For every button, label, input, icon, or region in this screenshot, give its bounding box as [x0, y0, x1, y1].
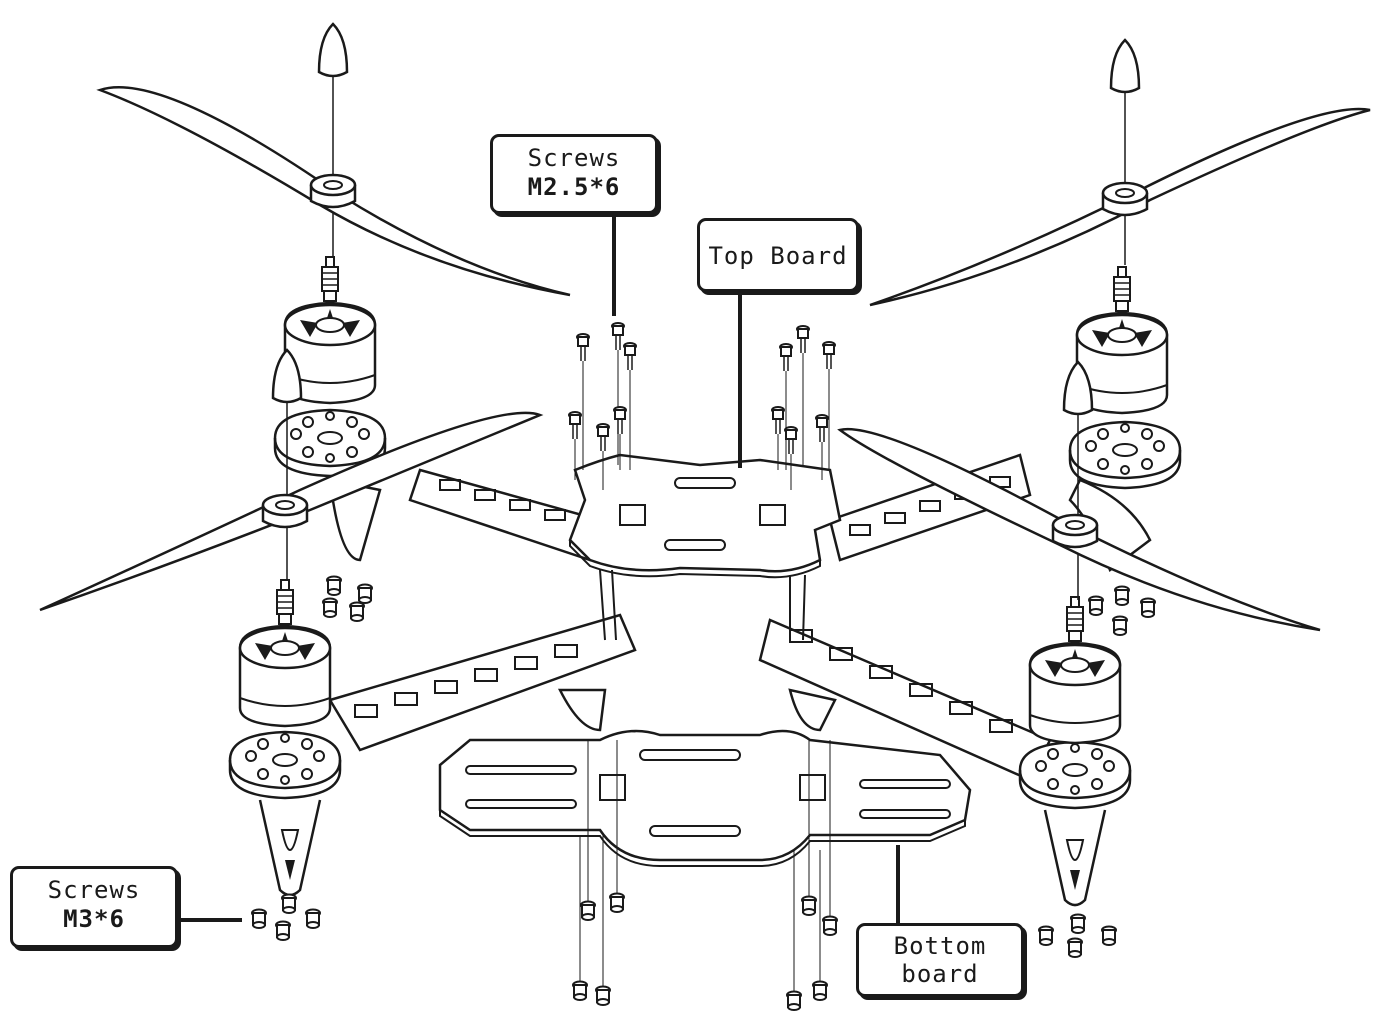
callout-screws-m2-5-title: Screws [527, 144, 621, 172]
propeller-back-left [96, 86, 571, 297]
top-board [568, 453, 842, 641]
motor-assembly-front-left [39, 348, 544, 897]
callout-screws-m3-spec: M3*6 [63, 905, 125, 933]
bottom-board [438, 729, 972, 867]
motor-assembly-back-left [96, 22, 571, 478]
motor-assembly-back-right [869, 38, 1371, 490]
arm-front-left [328, 613, 637, 752]
callout-bottom-board-line1: Bottom [893, 932, 987, 960]
callout-leaders [178, 214, 900, 923]
callout-top-board-label: Top Board [708, 242, 848, 270]
callout-screws-m2-5-spec: M2.5*6 [527, 173, 621, 201]
callout-screws-m2-5: Screws M2.5*6 [490, 134, 658, 214]
screws-bottom-board-group [572, 740, 838, 1011]
callout-screws-m3-title: Screws [47, 876, 141, 904]
motor-assembly-front-right [837, 360, 1321, 907]
arm-back-left [328, 468, 602, 562]
callout-bottom-board-line2: board [901, 960, 979, 988]
callout-bottom-board: Bottom board [856, 923, 1024, 997]
callout-top-board: Top Board [697, 218, 859, 292]
propeller-front-right [837, 427, 1321, 632]
screws-m2-5-group [568, 322, 836, 490]
callout-screws-m3: Screws M3*6 [10, 866, 178, 948]
